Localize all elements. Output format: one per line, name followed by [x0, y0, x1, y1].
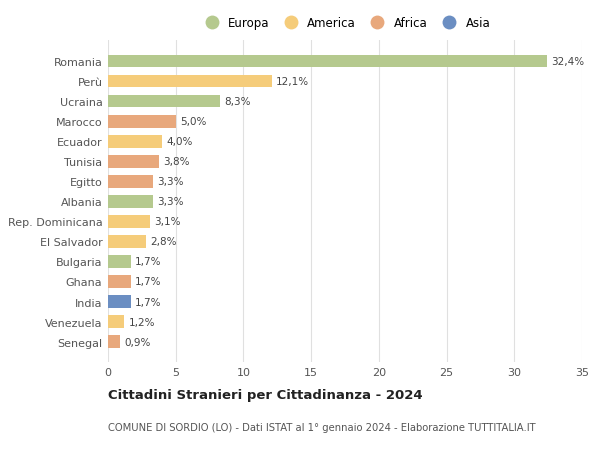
Text: 3,1%: 3,1%: [154, 217, 181, 227]
Bar: [108, 216, 150, 228]
Text: 3,3%: 3,3%: [157, 197, 183, 207]
Text: 1,7%: 1,7%: [135, 277, 161, 287]
Text: 1,7%: 1,7%: [135, 297, 161, 307]
Bar: [108, 56, 547, 68]
Text: 32,4%: 32,4%: [551, 57, 584, 67]
Legend: Europa, America, Africa, Asia: Europa, America, Africa, Asia: [197, 15, 493, 32]
Bar: [108, 276, 131, 288]
Bar: [108, 96, 220, 108]
Text: COMUNE DI SORDIO (LO) - Dati ISTAT al 1° gennaio 2024 - Elaborazione TUTTITALIA.: COMUNE DI SORDIO (LO) - Dati ISTAT al 1°…: [108, 422, 536, 432]
Text: 0,9%: 0,9%: [124, 337, 151, 347]
Text: 5,0%: 5,0%: [180, 117, 206, 127]
Text: 12,1%: 12,1%: [276, 77, 309, 87]
Bar: [108, 256, 131, 268]
Bar: [108, 236, 146, 248]
Bar: [108, 316, 124, 328]
Bar: [108, 156, 160, 168]
Text: 1,2%: 1,2%: [128, 317, 155, 327]
Text: 8,3%: 8,3%: [224, 97, 251, 107]
Bar: [108, 296, 131, 308]
Bar: [108, 136, 162, 148]
Text: 3,8%: 3,8%: [164, 157, 190, 167]
Text: 3,3%: 3,3%: [157, 177, 183, 187]
Bar: [108, 116, 176, 128]
Text: Cittadini Stranieri per Cittadinanza - 2024: Cittadini Stranieri per Cittadinanza - 2…: [108, 388, 422, 401]
Bar: [108, 196, 152, 208]
Text: 4,0%: 4,0%: [166, 137, 193, 147]
Bar: [108, 336, 120, 348]
Bar: [108, 176, 152, 188]
Text: 1,7%: 1,7%: [135, 257, 161, 267]
Bar: [108, 76, 272, 88]
Text: 2,8%: 2,8%: [150, 237, 176, 247]
